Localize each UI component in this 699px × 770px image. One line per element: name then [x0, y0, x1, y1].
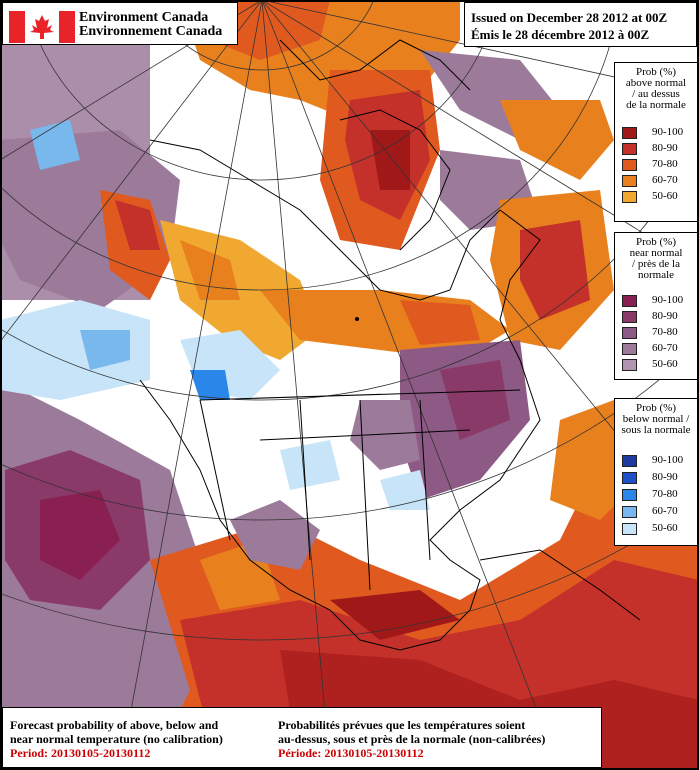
- legend-swatch: [622, 175, 637, 187]
- legend-item: 50-60: [622, 358, 697, 371]
- legend-swatch: [622, 343, 637, 355]
- legend-swatch: [622, 159, 637, 171]
- legend-item: 80-90: [622, 142, 697, 155]
- issued-en: Issued on December 28 2012 at 00Z: [471, 10, 668, 25]
- canada-flag-icon: [9, 11, 75, 43]
- legend-swatch: [622, 143, 637, 155]
- caption-fr: Probabilités prévues que les température…: [278, 718, 546, 760]
- legend-item: 90-100: [622, 294, 697, 307]
- footer-caption: Forecast probability of above, below and…: [2, 707, 602, 768]
- issued-panel: Issued on December 28 2012 at 00Z Émis l…: [464, 2, 697, 47]
- legend-item: 50-60: [622, 522, 697, 535]
- legend-below: Prob (%) below normal / sous la normale …: [614, 398, 698, 546]
- legend-swatch: [622, 506, 637, 518]
- legend-above-title: Prob (%) above normal / au dessus de la …: [625, 66, 687, 111]
- org-panel: Environment Canada Environnement Canada: [2, 2, 238, 45]
- legend-swatch: [622, 455, 637, 467]
- legend-item: 80-90: [622, 471, 697, 484]
- legend-item: 90-100: [622, 126, 697, 139]
- legend-item: 70-80: [622, 326, 697, 339]
- legend-above: Prob (%) above normal / au dessus de la …: [614, 62, 698, 222]
- legend-item: 80-90: [622, 310, 697, 323]
- legend-item: 90-100: [622, 454, 697, 467]
- legend-swatch: [622, 489, 637, 501]
- legend-swatch: [622, 191, 637, 203]
- legend-swatch: [622, 327, 637, 339]
- legend-swatch: [622, 295, 637, 307]
- legend-near-title: Prob (%) near normal / près de la normal…: [629, 236, 683, 281]
- period-en: Period: 20130105-20130112: [10, 746, 151, 760]
- legend-swatch: [622, 472, 637, 484]
- issued-fr: Émis le 28 décembre 2012 à 00Z: [471, 27, 650, 42]
- legend-swatch: [622, 311, 637, 323]
- legend-item: 60-70: [622, 342, 697, 355]
- legend-item: 50-60: [622, 190, 697, 203]
- org-name-en: Environment Canada: [79, 10, 209, 25]
- legend-near: Prob (%) near normal / près de la normal…: [614, 232, 698, 380]
- legend-swatch: [622, 359, 637, 371]
- caption-en: Forecast probability of above, below and…: [10, 718, 223, 760]
- legend-swatch: [622, 523, 637, 535]
- legend-item: 70-80: [622, 158, 697, 171]
- legend-item: 70-80: [622, 488, 697, 501]
- legend-item: 60-70: [622, 174, 697, 187]
- legend-below-title: Prob (%) below normal / sous la normale: [621, 402, 691, 436]
- legend-swatch: [622, 127, 637, 139]
- org-name-fr: Environnement Canada: [79, 24, 223, 39]
- period-fr: Période: 20130105-20130112: [278, 746, 424, 760]
- legend-item: 60-70: [622, 505, 697, 518]
